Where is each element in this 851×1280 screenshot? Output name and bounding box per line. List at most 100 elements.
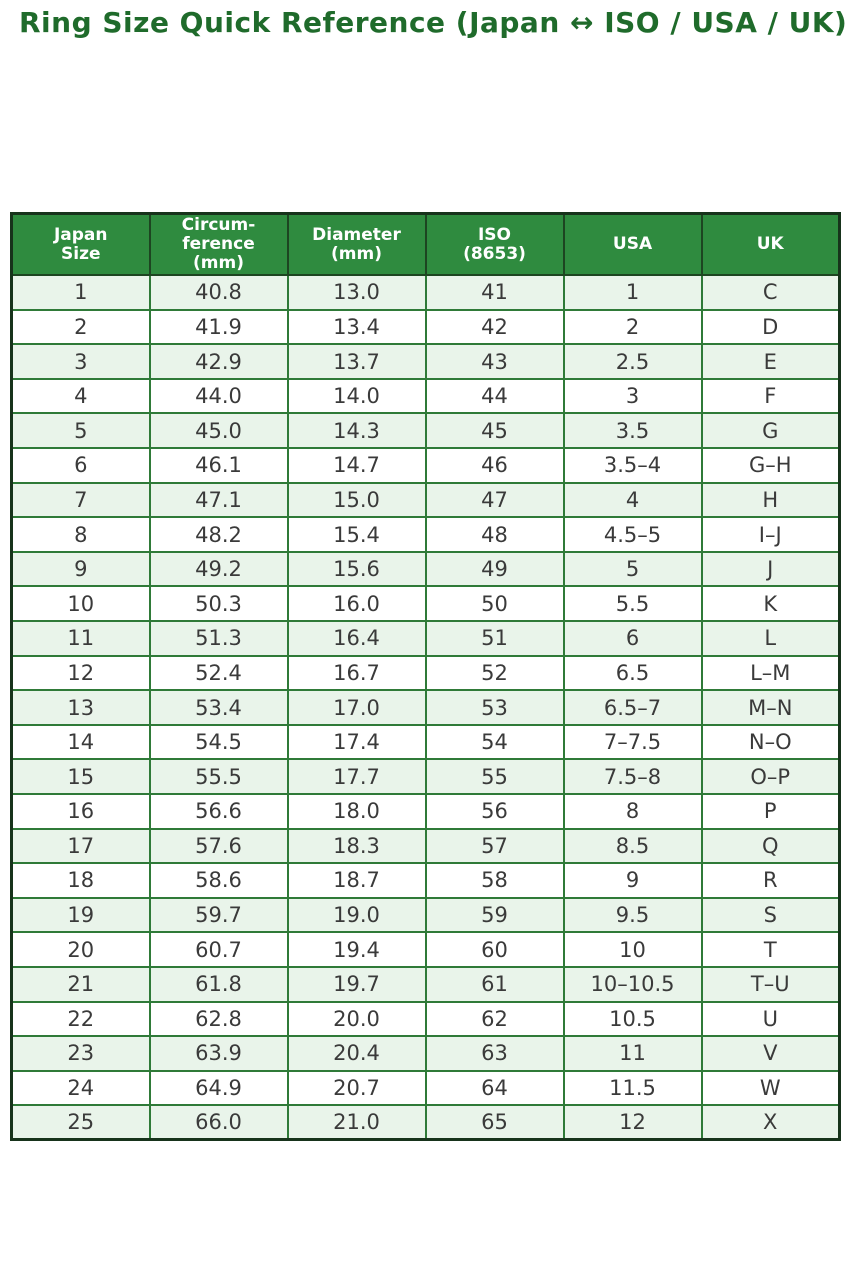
table-cell: 62 (424, 1000, 565, 1038)
table-cell: 42.9 (148, 343, 289, 380)
table-row: 22 62.8 20.0 62 10.5 U (10, 1000, 841, 1038)
table-cell: 10.5 (562, 1000, 703, 1038)
table-cell: 20.0 (286, 1000, 427, 1038)
table-cell: 57 (424, 827, 565, 865)
table-cell: 50.3 (148, 585, 289, 623)
table-cell: 10 (562, 931, 703, 968)
table-row: 1 40.8 13.0 41 1 C (10, 274, 841, 311)
table-cell: 13.0 (286, 274, 427, 311)
table-cell: 9.5 (562, 896, 703, 934)
table-cell: 50 (424, 585, 565, 623)
table-cell: 9 (10, 550, 151, 588)
table-cell: 13.7 (286, 343, 427, 380)
table-cell: 64.9 (148, 1069, 289, 1107)
column-header: UK (700, 212, 841, 277)
table-cell: 1 (562, 274, 703, 311)
table-cell: 3.5 (562, 412, 703, 450)
table-cell: 11 (562, 1035, 703, 1072)
table-cell: 59.7 (148, 896, 289, 934)
table-cell: 53.4 (148, 689, 289, 726)
table-cell: 20.4 (286, 1035, 427, 1072)
table-cell: M–N (700, 689, 841, 726)
table-cell: 9 (562, 862, 703, 899)
table-cell: 18.0 (286, 793, 427, 830)
table-cell: 3 (10, 343, 151, 380)
table-cell: 47 (424, 481, 565, 519)
table-cell: S (700, 896, 841, 934)
table-cell: 2 (562, 308, 703, 346)
table-cell: 7.5–8 (562, 758, 703, 795)
table-cell: P (700, 793, 841, 830)
table-cell: 23 (10, 1035, 151, 1072)
column-header: USA (562, 212, 703, 277)
table-cell: 64 (424, 1069, 565, 1107)
table-cell: 2.5 (562, 343, 703, 380)
table-row: 10 50.3 16.0 50 5.5 K (10, 585, 841, 623)
table-cell: L–M (700, 654, 841, 692)
table-cell: W (700, 1069, 841, 1107)
table-cell: 16.7 (286, 654, 427, 692)
table-cell: 51.3 (148, 620, 289, 657)
table-cell: 16.0 (286, 585, 427, 623)
table-cell: O–P (700, 758, 841, 795)
table-cell: 15 (10, 758, 151, 795)
table-cell: 1 (10, 274, 151, 311)
table-cell: 44 (424, 377, 565, 415)
column-header: Diameter (mm) (286, 212, 427, 277)
table-cell: 58 (424, 862, 565, 899)
table-cell: 3.5–4 (562, 447, 703, 484)
table-cell: 63 (424, 1035, 565, 1072)
table-cell: 18.7 (286, 862, 427, 899)
table-cell: 11.5 (562, 1069, 703, 1107)
page-title: Ring Size Quick Reference (Japan ↔ ISO /… (19, 6, 848, 39)
table-cell: 61.8 (148, 965, 289, 1003)
table-cell: 60.7 (148, 931, 289, 968)
table-cell: 10–10.5 (562, 965, 703, 1003)
table-cell: 20 (10, 931, 151, 968)
table-cell: 5 (10, 412, 151, 450)
table-cell: K (700, 585, 841, 623)
table-cell: 43 (424, 343, 565, 380)
table-row: 20 60.7 19.4 60 10 T (10, 931, 841, 968)
table-cell: 3 (562, 377, 703, 415)
table-row: 16 56.6 18.0 56 8 P (10, 793, 841, 830)
table-row: 24 64.9 20.7 64 11.5 W (10, 1069, 841, 1107)
table-cell: 48.2 (148, 516, 289, 553)
table-cell: 4 (10, 377, 151, 415)
table-cell: 15.0 (286, 481, 427, 519)
table-cell: 16.4 (286, 620, 427, 657)
table-row: 7 47.1 15.0 47 4 H (10, 481, 841, 519)
table-cell: T (700, 931, 841, 968)
table-cell: N–O (700, 723, 841, 761)
table-row: 19 59.7 19.0 59 9.5 S (10, 896, 841, 934)
table-cell: D (700, 308, 841, 346)
table-cell: 14.0 (286, 377, 427, 415)
table-cell: 56.6 (148, 793, 289, 830)
table-cell: 11 (10, 620, 151, 657)
table-cell: 19.0 (286, 896, 427, 934)
table-row: 5 45.0 14.3 45 3.5 G (10, 412, 841, 450)
table-row: 15 55.5 17.7 55 7.5–8 O–P (10, 758, 841, 795)
table-cell: 8.5 (562, 827, 703, 865)
table-cell: 61 (424, 965, 565, 1003)
table-cell: 16 (10, 793, 151, 830)
table-cell: L (700, 620, 841, 657)
table-cell: 7–7.5 (562, 723, 703, 761)
table-cell: 44.0 (148, 377, 289, 415)
table-cell: T–U (700, 965, 841, 1003)
table-cell: 41.9 (148, 308, 289, 346)
table-cell: X (700, 1104, 841, 1141)
table-cell: 2 (10, 308, 151, 346)
table-cell: 15.6 (286, 550, 427, 588)
table-cell: 4.5–5 (562, 516, 703, 553)
table-cell: 17.0 (286, 689, 427, 726)
table-cell: 53 (424, 689, 565, 726)
table-row: 25 66.0 21.0 65 12 X (10, 1104, 841, 1141)
ring-size-table: Japan Size Circum- ference (mm) Diameter (… (10, 212, 841, 1142)
table-row: 13 53.4 17.0 53 6.5–7 M–N (10, 689, 841, 726)
table-cell: 12 (562, 1104, 703, 1141)
table-cell: 49.2 (148, 550, 289, 588)
table-cell: 45 (424, 412, 565, 450)
table-cell: 19.4 (286, 931, 427, 968)
